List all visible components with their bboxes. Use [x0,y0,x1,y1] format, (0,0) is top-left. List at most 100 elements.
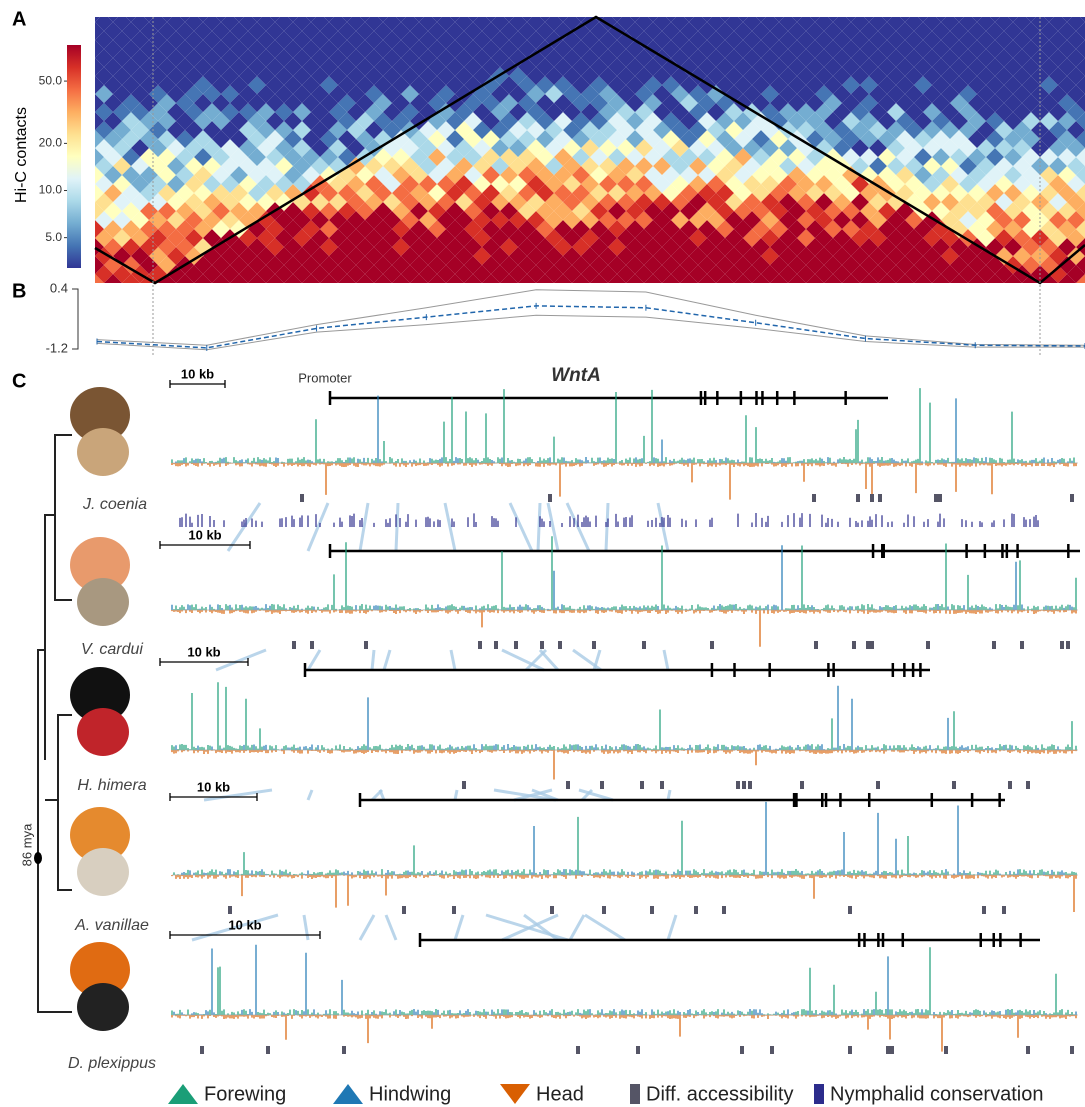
heat-cell [482,274,500,283]
heat-cell [95,0,113,13]
forewing-track [171,388,1077,463]
legend-label: Hindwing [369,1083,451,1105]
heat-cell [1013,0,1031,13]
heat-cell [905,0,923,13]
heat-cell [194,274,212,283]
heat-cell [270,17,280,22]
scale-bar [169,931,321,939]
scale-label: 10 kb [188,527,221,542]
gene-model [358,793,1005,807]
heat-cell [104,274,122,283]
legend-symbol [630,1084,640,1104]
heat-cell [306,17,316,22]
ortholog-connector [568,914,586,941]
heat-cell [846,17,856,22]
heat-cell [995,17,1013,31]
colorbar-label: Hi-C contacts [13,107,30,203]
heat-cell [878,274,896,283]
heat-cell [95,22,104,40]
heat-cell [95,58,104,76]
heat-cell [347,0,365,13]
butterfly-forewing [70,387,130,443]
ortholog-connector [306,649,322,671]
ortholog-connector [203,788,273,802]
butterfly-hindwing [77,578,129,626]
heat-cell [95,130,104,148]
heat-cell [378,17,388,22]
heat-cell [198,17,208,22]
ortholog-connector [453,789,459,801]
heat-cell [720,17,730,22]
heat-cell [504,17,514,22]
colorbar-tick-label: 50.0 [39,73,63,87]
heat-cell [810,17,820,22]
heat-cell [374,274,392,283]
heat-cell [410,274,428,283]
heat-cell [977,17,995,31]
insulation-lower [96,314,1085,351]
gene-name: WntA [551,365,601,386]
heat-cell [698,274,716,283]
heat-cell [95,112,104,130]
heat-cell [329,17,347,31]
heat-cell [95,94,104,112]
heat-cell [302,274,320,283]
heat-cell [311,17,329,31]
gene-model [328,544,1080,558]
heat-cell [932,274,950,283]
legend-symbol [814,1084,824,1104]
heat-cell [95,17,100,22]
y-axis [72,288,79,350]
tad-outline [94,15,1085,285]
legend-label: Forewing [204,1083,286,1105]
heat-cell [414,17,424,22]
heat-cell [95,40,104,58]
ortholog-connector [604,502,610,552]
forewing-track [171,816,1077,875]
gene-model [328,391,888,405]
legend: Forewing Hindwing Head Diff. accessibility N… [168,1083,1043,1105]
ortholog-connector [501,913,559,942]
heat-cell [401,0,419,13]
species-name: H. himera [77,777,146,794]
panel-label: A [12,8,26,30]
heat-cell [1076,202,1085,220]
heat-cell [680,274,698,283]
heat-cell [977,0,995,13]
heat-cell [941,17,959,31]
heat-cell [959,0,977,13]
ortholog-connector [546,502,560,552]
colorbar-tick-label: 20.0 [39,136,63,150]
scale-bar [159,541,251,549]
heat-cell [419,0,437,13]
heat-cell [914,274,932,283]
heat-cell [752,274,770,283]
heat-cell [1076,238,1085,256]
colorbar-tick-label: 5.0 [45,230,62,244]
legend-label: Nymphalid conservation [830,1083,1043,1105]
heat-cell [1013,17,1031,31]
heat-cell [756,17,766,22]
heat-cell [486,17,496,22]
heat-cell [608,274,626,283]
heat-cell [689,0,707,13]
scale-label: 10 kb [187,644,220,659]
heat-cell [626,274,644,283]
heat-cell [941,0,959,13]
heat-cell [167,0,185,13]
heat-cell [95,166,104,184]
heat-cell [779,17,797,31]
heat-cell [792,17,802,22]
heat-cell [617,17,635,31]
heat-cell [815,0,833,13]
butterfly-forewing [70,667,130,723]
heat-cell [1031,17,1049,31]
node-marker [34,852,42,864]
heat-cell [149,0,167,13]
heat-cell [666,17,676,22]
heat-cell [338,274,356,283]
insulation-upper [96,289,1085,346]
heat-cell [1076,184,1085,202]
y-tick-label: -1.2 [46,340,68,355]
scale-label: 10 kb [228,917,261,932]
